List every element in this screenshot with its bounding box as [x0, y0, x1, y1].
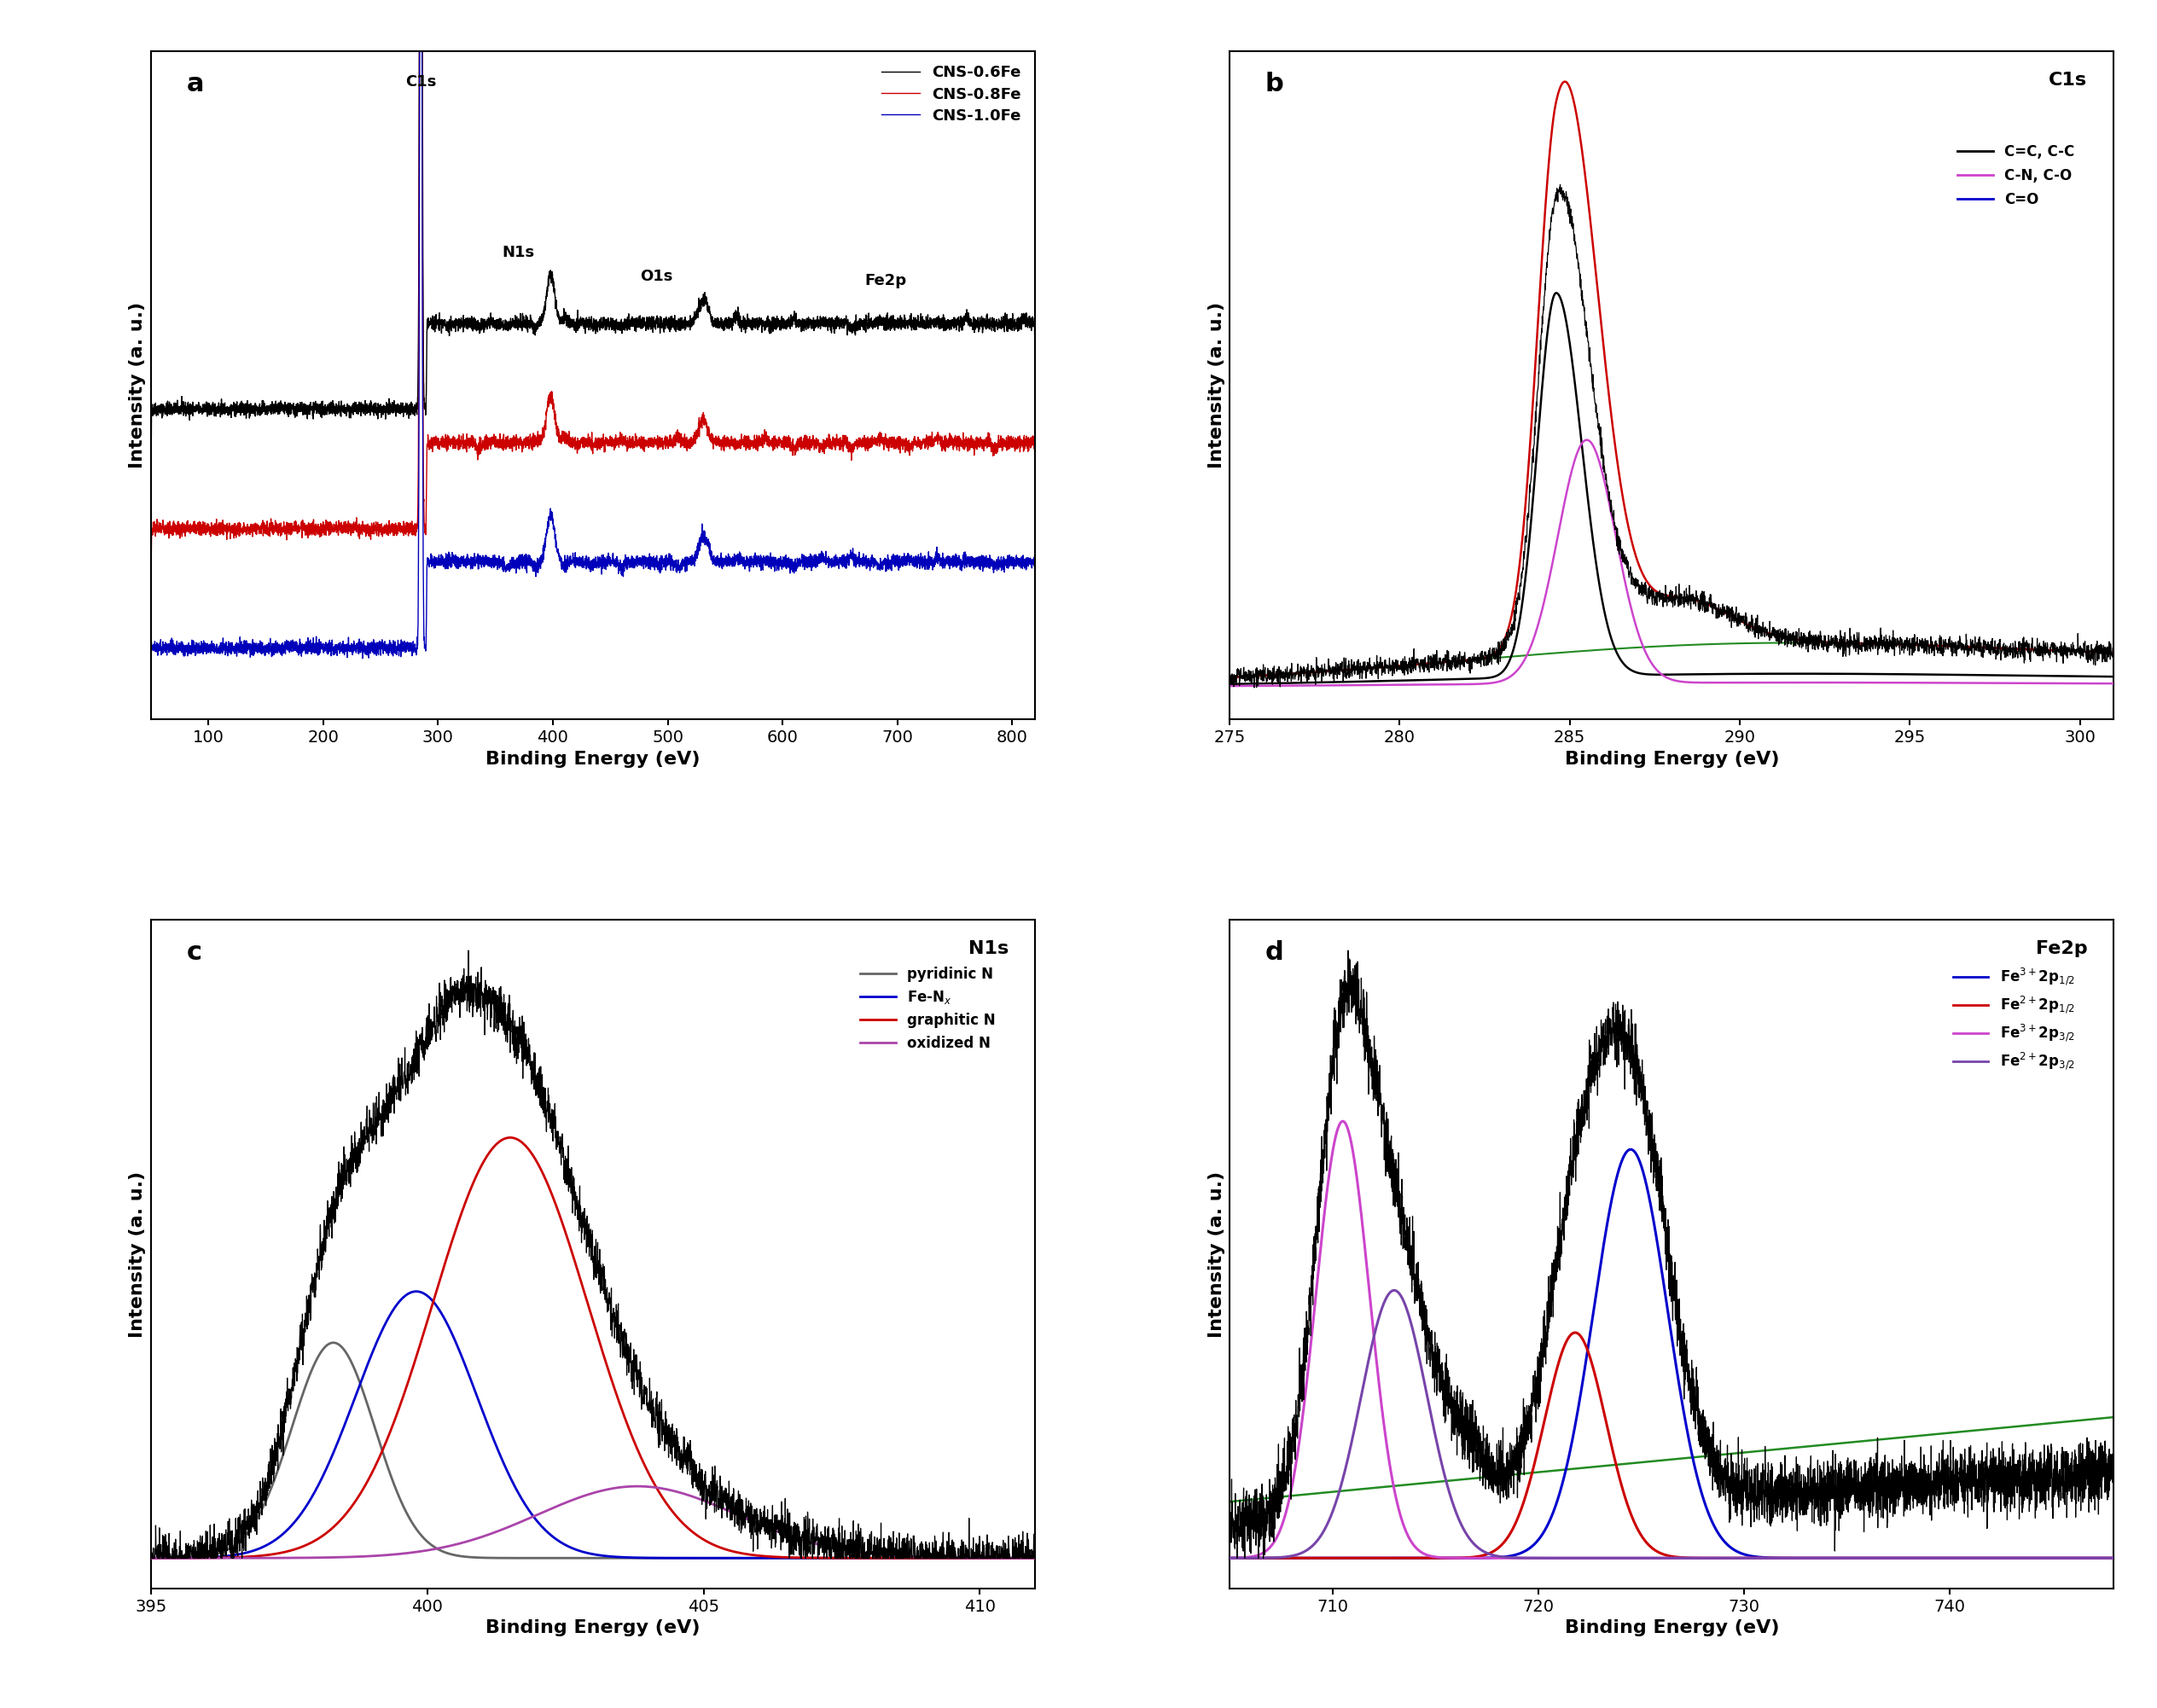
CNS-1.0Fe	[347, 635, 373, 656]
CNS-0.8Fe	[343, 521, 369, 541]
CNS-0.6Fe	[535, 277, 561, 297]
Y-axis label: Intensity (a. u.): Intensity (a. u.)	[129, 1172, 147, 1337]
CNS-1.0Fe	[1022, 622, 1048, 642]
Text: N1s: N1s	[503, 244, 535, 260]
CNS-0.8Fe	[535, 398, 561, 418]
Text: C1s: C1s	[406, 73, 436, 89]
Text: Fe2p: Fe2p	[865, 273, 906, 289]
CNS-0.6Fe	[1016, 314, 1042, 335]
CNS-0.6Fe	[347, 405, 373, 425]
CNS-0.6Fe	[352, 396, 377, 417]
Line: CNS-0.8Fe: CNS-0.8Fe	[151, 0, 1035, 618]
CNS-1.0Fe	[1016, 553, 1042, 574]
Y-axis label: Intensity (a. u.): Intensity (a. u.)	[1208, 1172, 1225, 1337]
CNS-0.8Fe	[1016, 437, 1042, 458]
Text: c: c	[186, 939, 203, 965]
Y-axis label: Intensity (a. u.): Intensity (a. u.)	[1208, 302, 1225, 468]
Text: b: b	[1264, 72, 1283, 96]
Line: CNS-1.0Fe: CNS-1.0Fe	[151, 0, 1035, 661]
CNS-0.8Fe	[352, 519, 377, 540]
Text: a: a	[186, 72, 205, 96]
CNS-1.0Fe	[343, 634, 369, 654]
CNS-0.6Fe	[343, 398, 369, 418]
X-axis label: Binding Energy (eV): Binding Energy (eV)	[1564, 1619, 1780, 1636]
CNS-0.6Fe	[138, 560, 164, 581]
X-axis label: Binding Energy (eV): Binding Energy (eV)	[1564, 750, 1780, 767]
Text: d: d	[1264, 939, 1283, 965]
CNS-1.0Fe	[352, 637, 377, 658]
Legend: Fe$^{3+}$2p$_{1/2}$, Fe$^{2+}$2p$_{1/2}$, Fe$^{3+}$2p$_{3/2}$, Fe$^{2+}$2p$_{3/2: Fe$^{3+}$2p$_{1/2}$, Fe$^{2+}$2p$_{1/2}$…	[1948, 960, 2079, 1078]
CNS-0.6Fe	[1022, 533, 1048, 553]
Text: O1s: O1s	[641, 268, 673, 284]
X-axis label: Binding Energy (eV): Binding Energy (eV)	[485, 750, 701, 767]
CNS-0.6Fe	[472, 309, 498, 330]
CNS-0.8Fe	[138, 608, 164, 629]
Text: C1s: C1s	[2049, 72, 2088, 89]
Legend: C=C, C-C, C-N, C-O, C=O: C=C, C-C, C-N, C-O, C=O	[1952, 138, 2079, 214]
X-axis label: Binding Energy (eV): Binding Energy (eV)	[485, 1619, 701, 1636]
Text: N1s: N1s	[968, 939, 1009, 956]
CNS-1.0Fe	[472, 553, 498, 574]
CNS-0.8Fe	[347, 518, 373, 538]
CNS-1.0Fe	[138, 651, 164, 671]
Legend: CNS-0.6Fe, CNS-0.8Fe, CNS-1.0Fe: CNS-0.6Fe, CNS-0.8Fe, CNS-1.0Fe	[876, 60, 1027, 130]
CNS-1.0Fe	[535, 523, 561, 543]
CNS-0.8Fe	[472, 429, 498, 449]
Line: CNS-0.6Fe: CNS-0.6Fe	[151, 0, 1035, 570]
Y-axis label: Intensity (a. u.): Intensity (a. u.)	[129, 302, 147, 468]
Text: Fe2p: Fe2p	[2036, 939, 2088, 956]
Legend: pyridinic N, Fe-N$_x$, graphitic N, oxidized N: pyridinic N, Fe-N$_x$, graphitic N, oxid…	[854, 960, 1001, 1057]
CNS-0.8Fe	[1022, 574, 1048, 594]
